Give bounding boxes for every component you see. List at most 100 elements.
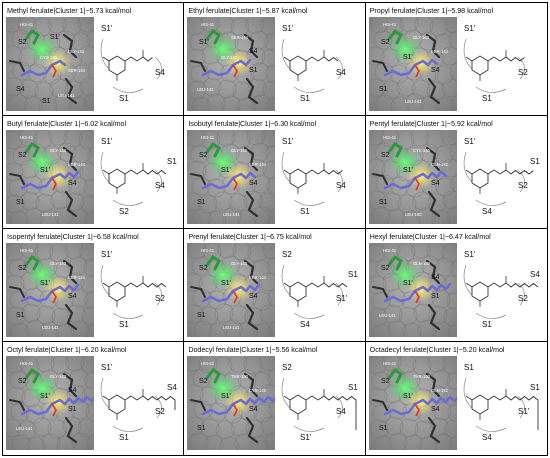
residue-stick (190, 286, 207, 298)
residue-label: HIS-41 (20, 361, 34, 366)
surface-bump (260, 17, 276, 36)
surface-bump (440, 46, 457, 66)
surface-bump (80, 194, 94, 214)
site-arc (282, 264, 291, 296)
pocket-site-label: S1 (68, 406, 77, 413)
docking-pose-image: HIS-41 S1' GLY-143 SER-144 S4 S1 LEU-141 (187, 17, 276, 111)
subsite-label: S1' (336, 294, 348, 303)
alkyl-ester-chain (324, 56, 339, 62)
surface-bump (398, 306, 418, 326)
docking-panel: Butyl ferulate|Cluster 1|−6.02 kcal/mol (3, 116, 185, 229)
panel-caption: Isopentyl ferulate|Cluster 1|−6.58 kcal/… (7, 232, 139, 241)
pocket-site-label: S1' (403, 54, 413, 61)
subsite-label: S4 (336, 68, 346, 77)
surface-bump (268, 321, 276, 337)
surface-bump (6, 418, 22, 438)
surface-bump (207, 210, 227, 224)
surface-bump (268, 401, 276, 419)
residue-stick (244, 259, 259, 285)
subsite-label: S2 (155, 407, 165, 416)
residue-his41-stick (387, 367, 403, 384)
benzene-ring (289, 168, 307, 189)
ligand-stick (383, 282, 451, 303)
surface-bump (200, 17, 220, 33)
surface-bump (19, 243, 39, 259)
surface-bump (24, 207, 44, 224)
pocket-site-label: S4 (431, 406, 440, 413)
surface-bump (446, 206, 457, 224)
surface-bump (222, 207, 242, 224)
residue-label: SER-144 (68, 162, 86, 167)
surface-bump (411, 243, 431, 259)
docking-panel: Pentyl ferulate|Cluster 1|−5.92 kcal/mol (365, 116, 547, 229)
surface-bump (229, 305, 249, 325)
surface-bump (449, 142, 457, 162)
site-arc (112, 199, 144, 206)
surface-bump (237, 369, 257, 389)
surface-bump (435, 97, 455, 111)
residue-stick (246, 190, 259, 218)
subsite-label: S1' (518, 407, 530, 416)
surface-bump (193, 320, 213, 337)
pocket-site-label: S1 (249, 67, 258, 74)
residue-his41-stick (387, 141, 403, 158)
residue-stick (427, 303, 440, 331)
surface-bump (258, 356, 276, 372)
surface-bump (368, 158, 386, 178)
surface-bump (202, 243, 222, 262)
surface-bump (253, 323, 273, 337)
subsite-label: S4 (482, 207, 492, 216)
subsite-label: S2 (155, 294, 165, 303)
surface-bump (243, 356, 263, 375)
surface-bump (371, 371, 391, 391)
surface-bump (446, 291, 457, 311)
surface-bump (56, 435, 76, 450)
residue-label: HIS-41 (383, 135, 397, 140)
docking-panel: Isobutyl ferulate|Cluster 1|−6.30 kcal/m… (184, 116, 366, 229)
docking-panel: Octadecyl ferulate|Cluster 1|−5.20 kcal/… (366, 342, 547, 455)
surface-bump (428, 305, 448, 325)
pocket-site-label: S1' (40, 280, 50, 287)
surface-bump (425, 130, 445, 149)
surface-bump (266, 96, 276, 111)
panel-caption: Prenyl ferulate|Cluster 1|−6.75 kcal/mol (188, 232, 312, 241)
surface-bump (238, 321, 258, 337)
surface-bump (431, 289, 451, 309)
surface-bump (264, 32, 276, 52)
site-arc (517, 395, 525, 419)
surface-bump (416, 207, 436, 224)
residue-his41-stick (205, 141, 222, 158)
surface-bump (6, 162, 24, 182)
pocket-site-label: S2 (18, 39, 27, 46)
surface-bump (236, 97, 256, 111)
pocket-site-label: S2 (199, 265, 208, 272)
benzene-ring (289, 394, 307, 415)
residue-stick (9, 60, 25, 72)
pocket-site-label: S1 (379, 199, 388, 206)
subsite-label: S1 (119, 94, 129, 103)
surface-bump (265, 144, 276, 164)
ligand-oxygen (51, 290, 57, 304)
surface-bump (6, 77, 24, 97)
surface-bump (433, 433, 453, 450)
residue-stick (427, 416, 440, 444)
residue-label: HIS-41 (383, 361, 397, 366)
surface-bump (405, 93, 425, 111)
benzene-ring (289, 55, 307, 76)
surface-bump (261, 130, 276, 148)
surface-bump (84, 370, 94, 390)
surface-bump (55, 323, 75, 337)
surface-bump (410, 130, 430, 147)
docking-pose-image: HIS-41 S2 S1' GLN-189 S4 S1 LEU-141 (368, 243, 457, 337)
surface-bump (251, 174, 271, 194)
surface-bump (441, 78, 457, 98)
surface-bump (206, 178, 226, 198)
residue-label: LEU-141 (197, 87, 214, 92)
alkyl-ester-chain (142, 395, 176, 410)
pocket-site-label: S4 (249, 406, 258, 413)
surface-bump (221, 95, 241, 111)
residue-label: CYS-145 (249, 388, 267, 393)
residue-stick (425, 372, 440, 398)
surface-bump (64, 80, 84, 100)
surface-bump (372, 323, 392, 337)
